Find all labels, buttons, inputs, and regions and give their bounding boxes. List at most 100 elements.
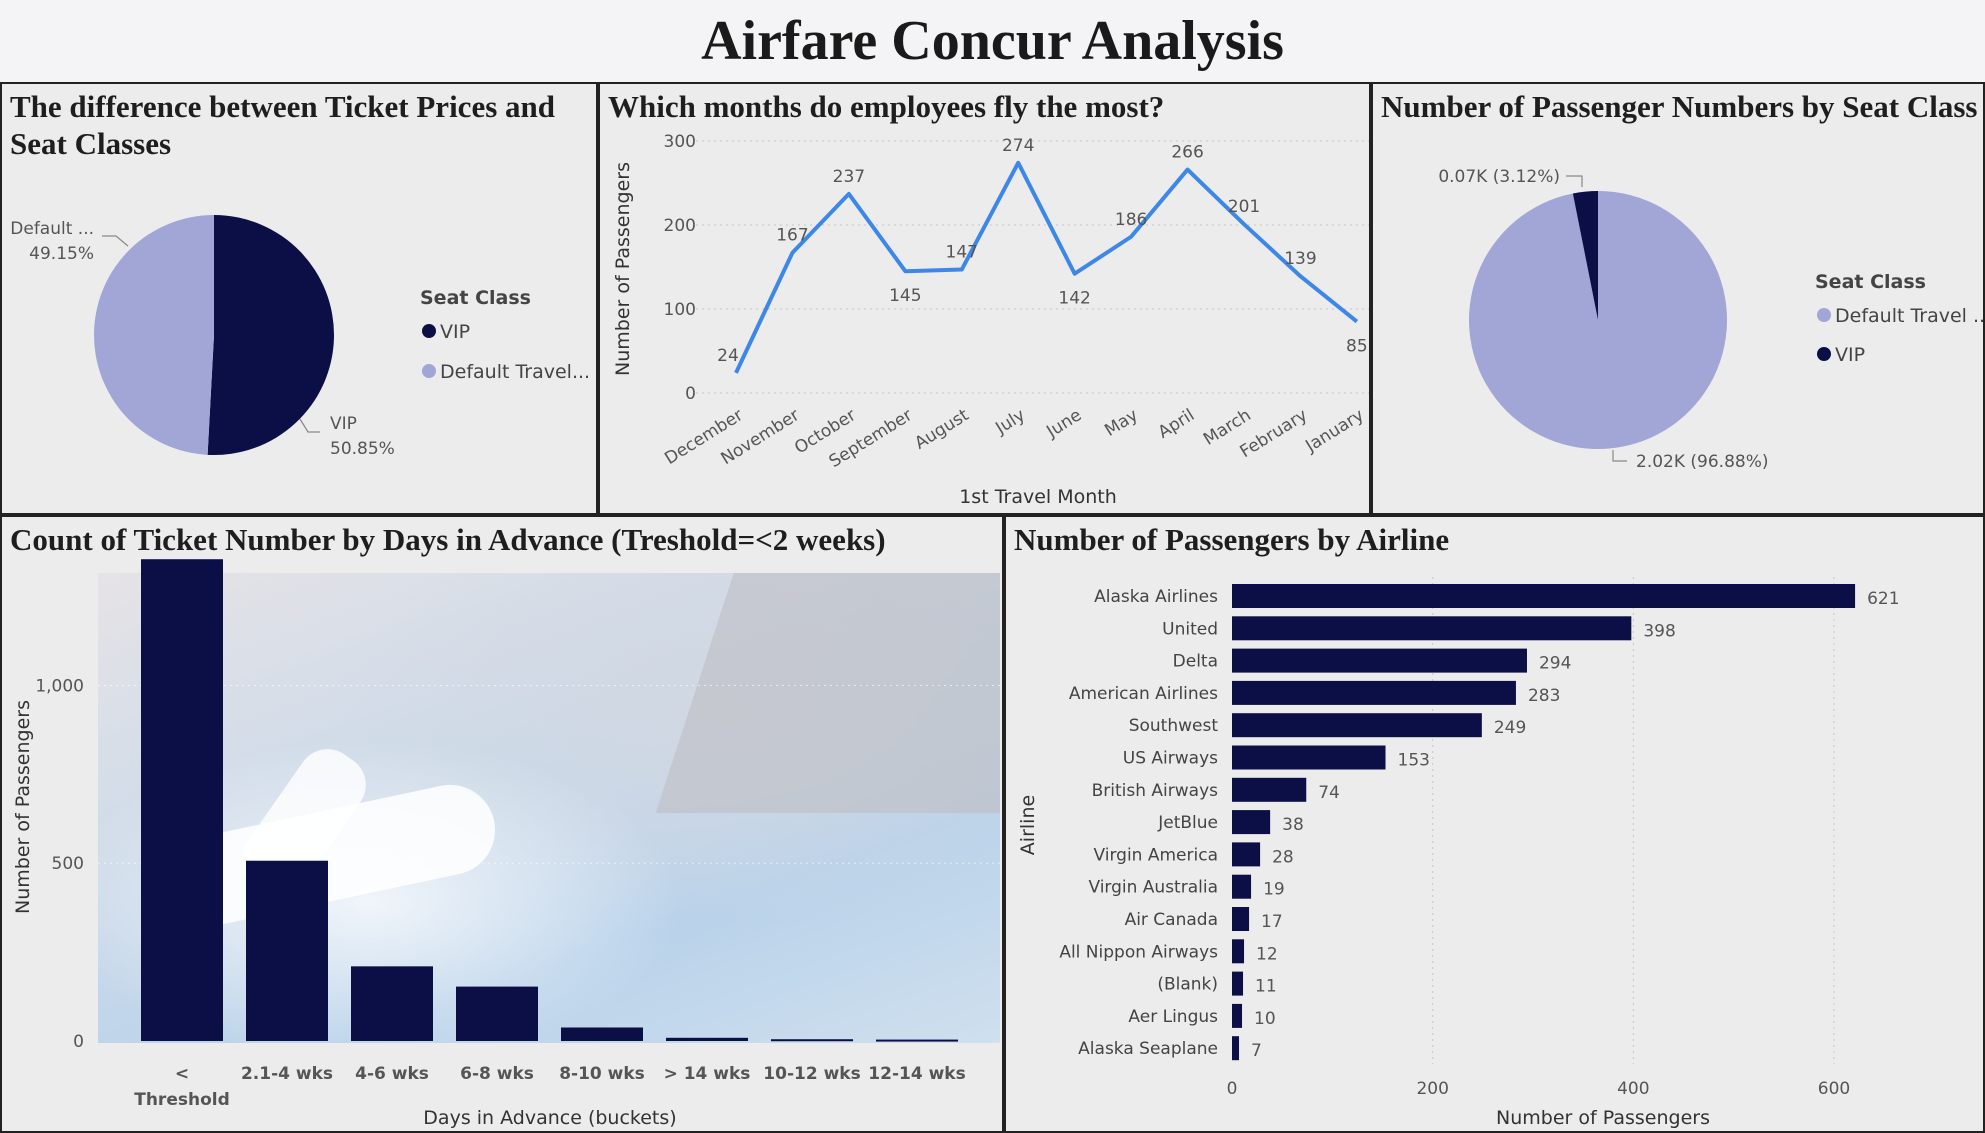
data-label: 11 [1255, 977, 1277, 997]
x-tick-label: June [1042, 405, 1085, 442]
bar[interactable] [1232, 939, 1245, 964]
data-point[interactable] [1185, 167, 1191, 173]
legend-item[interactable]: Default Travel... [440, 361, 590, 383]
y-tick-label: Alaska Seaplane [1078, 1039, 1218, 1059]
pie-slice-default-travel[interactable] [93, 215, 214, 455]
data-label: 237 [833, 167, 865, 187]
pie-slice-vip[interactable] [1572, 191, 1598, 320]
legend-item[interactable]: VIP [1835, 344, 1865, 366]
bar[interactable] [1232, 907, 1250, 931]
data-point[interactable] [1128, 234, 1134, 240]
bar[interactable] [1232, 777, 1307, 802]
airline-bar-chart: 0 200 400 600 Alaska Airlines 621 United 398 Del… [1017, 577, 1900, 1129]
bar[interactable] [351, 966, 433, 1041]
y-tick-label: Virgin America [1094, 845, 1219, 865]
data-label: 153 [1398, 751, 1430, 771]
data-label: 28 [1272, 847, 1294, 867]
x-tick-label: May [1101, 405, 1141, 441]
data-label: 12 [1256, 944, 1278, 964]
y-tick-label: 100 [664, 300, 696, 320]
data-label: 167 [776, 226, 808, 246]
y-tick-label: JetBlue [1157, 813, 1218, 833]
bar[interactable] [141, 559, 223, 1041]
bar[interactable] [1232, 616, 1632, 641]
data-point[interactable] [959, 267, 965, 273]
y-tick-label: (Blank) [1157, 975, 1218, 995]
y-tick-label: 1,000 [35, 676, 84, 696]
y-tick-label: British Airways [1092, 781, 1219, 801]
bar[interactable] [1232, 584, 1856, 608]
legend-marker [1817, 308, 1831, 322]
y-tick-label: Delta [1173, 652, 1218, 672]
x-tick-label: 400 [1617, 1079, 1649, 1099]
y-tick-label: 500 [52, 854, 84, 874]
bar[interactable] [771, 1039, 853, 1042]
data-label: 7 [1251, 1041, 1262, 1061]
x-tick-label: 6-8 wks [460, 1064, 534, 1084]
x-tick-label: 4-6 wks [355, 1064, 429, 1084]
data-point[interactable] [733, 370, 739, 376]
y-axis-title: Number of Passengers [12, 700, 34, 914]
seat-count-pie-chart: 0.07K (3.12%) 2.02K (96.88%) Seat Class Def… [1438, 167, 1985, 472]
panel-months: Which months do employees fly the most? … [598, 82, 1371, 515]
bar[interactable] [1232, 971, 1244, 996]
y-tick-label: 0 [73, 1032, 84, 1052]
y-tick-label: Southwest [1129, 716, 1219, 736]
pie-label-pct: 50.85% [330, 439, 395, 459]
pie-slice-vip[interactable] [207, 215, 334, 455]
bar[interactable] [1232, 680, 1516, 705]
bar[interactable] [1232, 745, 1386, 770]
data-point[interactable] [1354, 319, 1360, 325]
series-line[interactable] [734, 160, 1359, 374]
data-label: 142 [1058, 289, 1090, 309]
bar[interactable] [1232, 1036, 1240, 1061]
legend-item[interactable]: VIP [440, 321, 470, 343]
bar[interactable] [1232, 874, 1252, 899]
data-point[interactable] [1241, 221, 1247, 227]
data-label: 201 [1228, 197, 1260, 217]
legend-title: Seat Class [420, 287, 531, 309]
data-point[interactable] [1072, 271, 1078, 277]
x-tick-label: August [911, 405, 972, 454]
data-point[interactable] [846, 191, 852, 197]
days-advance-bar-chart: 0 500 1,000 < Threshold 2.1-4 wks 4-6 wks 6-8 w… [12, 559, 1000, 1129]
legend-marker [1817, 347, 1831, 361]
leader-line [299, 418, 320, 433]
panel-airline: Number of Passengers by Airline 0 200 400 6… [1004, 515, 1985, 1133]
panel-title-seat-count: Number of Passenger Numbers by Seat Clas… [1381, 89, 1978, 124]
x-tick-label: 12-14 wks [868, 1064, 965, 1084]
x-axis-title: 1st Travel Month [959, 486, 1117, 508]
x-tick-label: < [175, 1064, 189, 1084]
pie-label-default: 2.02K (96.88%) [1636, 452, 1769, 472]
bar[interactable] [246, 860, 328, 1041]
bar[interactable] [1232, 810, 1271, 835]
x-tick-label: July [991, 405, 1028, 439]
data-point[interactable] [789, 250, 795, 256]
panel-seat-class-count: Number of Passenger Numbers by Seat Clas… [1371, 82, 1985, 515]
bar[interactable] [456, 986, 538, 1041]
data-point[interactable] [1297, 273, 1303, 279]
data-label: 249 [1494, 718, 1526, 738]
panel-title-months: Which months do employees fly the most? [608, 89, 1165, 124]
y-tick-label: Aer Lingus [1128, 1007, 1218, 1027]
panel-days-advance: Count of Ticket Number by Days in Advanc… [0, 515, 1004, 1133]
bar[interactable] [561, 1027, 643, 1041]
bar[interactable] [1232, 648, 1527, 673]
bar[interactable] [876, 1039, 958, 1042]
y-tick-label: 200 [664, 216, 696, 236]
data-label: 147 [946, 243, 978, 263]
data-point[interactable] [902, 268, 908, 274]
leader-line [102, 235, 129, 247]
pie-slice-default-travel[interactable] [1469, 191, 1727, 450]
y-tick-label: All Nippon Airways [1059, 942, 1218, 962]
pie-label-name: Default ... [10, 219, 94, 239]
data-label: 19 [1263, 880, 1285, 900]
bar[interactable] [1232, 1003, 1243, 1028]
bar[interactable] [1232, 713, 1482, 738]
data-label: 186 [1115, 210, 1147, 230]
data-point[interactable] [1015, 160, 1021, 166]
y-axis-title: Number of Passengers [612, 162, 634, 376]
legend-item[interactable]: Default Travel ... [1835, 305, 1985, 327]
bar[interactable] [1232, 842, 1261, 867]
bar[interactable] [666, 1037, 748, 1041]
